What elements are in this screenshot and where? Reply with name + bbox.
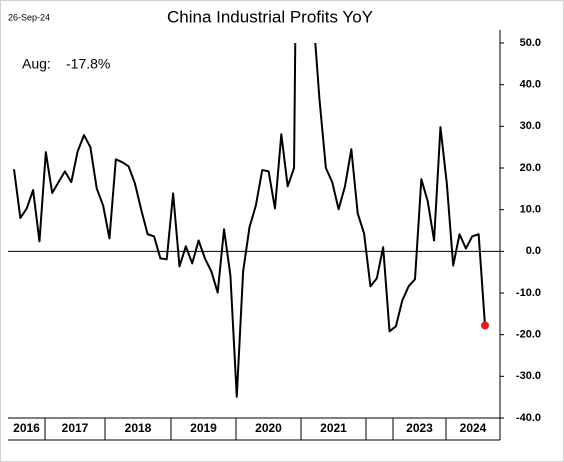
annotation-value: -17.8% xyxy=(66,56,110,72)
x-tick-label: 2023 xyxy=(406,421,433,435)
y-tick-label: 40.0 xyxy=(520,79,541,91)
y-tick-label: -30.0 xyxy=(516,370,541,382)
x-tick-label: 2024 xyxy=(460,421,487,435)
y-tick-label: -20.0 xyxy=(516,329,541,341)
x-tick-label: 2020 xyxy=(255,421,282,435)
x-tick-label: 2018 xyxy=(125,421,152,435)
x-tick-label: 2019 xyxy=(190,421,217,435)
x-tick-label: 2021 xyxy=(320,421,347,435)
y-tick-label: 10.0 xyxy=(520,204,541,216)
plot-area xyxy=(13,43,486,398)
y-tick-label: -40.0 xyxy=(516,412,541,424)
line-series xyxy=(13,43,486,398)
y-tick-label: 30.0 xyxy=(520,120,541,132)
annotation-label: Aug: xyxy=(22,56,51,72)
y-tick-label: -10.0 xyxy=(516,287,541,299)
y-tick-label: 0.0 xyxy=(526,245,541,257)
date-label: 26-Sep-24 xyxy=(8,12,50,22)
chart-title: China Industrial Profits YoY xyxy=(167,7,373,26)
last-point xyxy=(481,321,489,330)
y-tick-label: 20.0 xyxy=(520,162,541,174)
x-tick-label: 2016 xyxy=(13,421,40,435)
y-tick-label: 50.0 xyxy=(520,37,541,49)
x-tick-label: 2017 xyxy=(62,421,89,435)
